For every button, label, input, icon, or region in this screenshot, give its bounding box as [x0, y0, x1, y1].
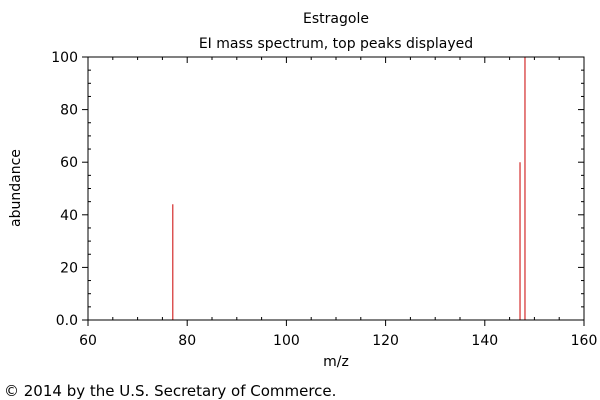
chart-title: Estragole: [303, 11, 369, 27]
copyright-notice: © 2014 by the U.S. Secretary of Commerce…: [4, 382, 336, 400]
y-tick-label: 40: [60, 208, 78, 224]
chart-subtitle: EI mass spectrum, top peaks displayed: [199, 36, 473, 52]
y-tick-label: 60: [60, 155, 78, 171]
y-tick-label: 100: [51, 50, 78, 66]
y-axis-ticks: 0.0 20 40 60 80 100: [51, 50, 584, 329]
x-axis-label: m/z: [323, 354, 349, 370]
y-tick-label: 0.0: [56, 313, 78, 329]
x-tick-label: 80: [178, 333, 196, 349]
x-axis-ticks: 60 80 100 120 140 160: [79, 57, 597, 349]
x-tick-label: 140: [471, 333, 498, 349]
x-tick-label: 100: [273, 333, 300, 349]
x-tick-label: 60: [79, 333, 97, 349]
y-axis-label: abundance: [8, 149, 24, 227]
minor-ticks: [88, 57, 584, 320]
x-tick-label: 160: [571, 333, 598, 349]
y-tick-label: 20: [60, 260, 78, 276]
peaks: [172, 57, 526, 320]
plot-frame: [87, 56, 585, 321]
x-tick-label: 120: [372, 333, 399, 349]
y-tick-label: 80: [60, 103, 78, 119]
